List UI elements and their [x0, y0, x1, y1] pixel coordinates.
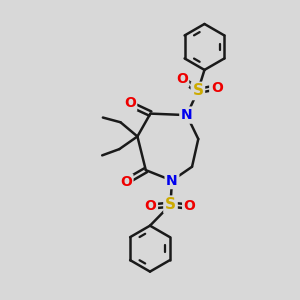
- Text: O: O: [176, 72, 188, 86]
- Text: N: N: [181, 108, 193, 122]
- Text: S: S: [165, 197, 176, 212]
- Text: N: N: [166, 174, 178, 188]
- Text: O: O: [120, 175, 132, 189]
- Text: O: O: [124, 96, 136, 110]
- Text: O: O: [184, 199, 196, 213]
- Text: O: O: [211, 81, 223, 95]
- Text: S: S: [192, 83, 203, 98]
- Text: O: O: [145, 199, 156, 213]
